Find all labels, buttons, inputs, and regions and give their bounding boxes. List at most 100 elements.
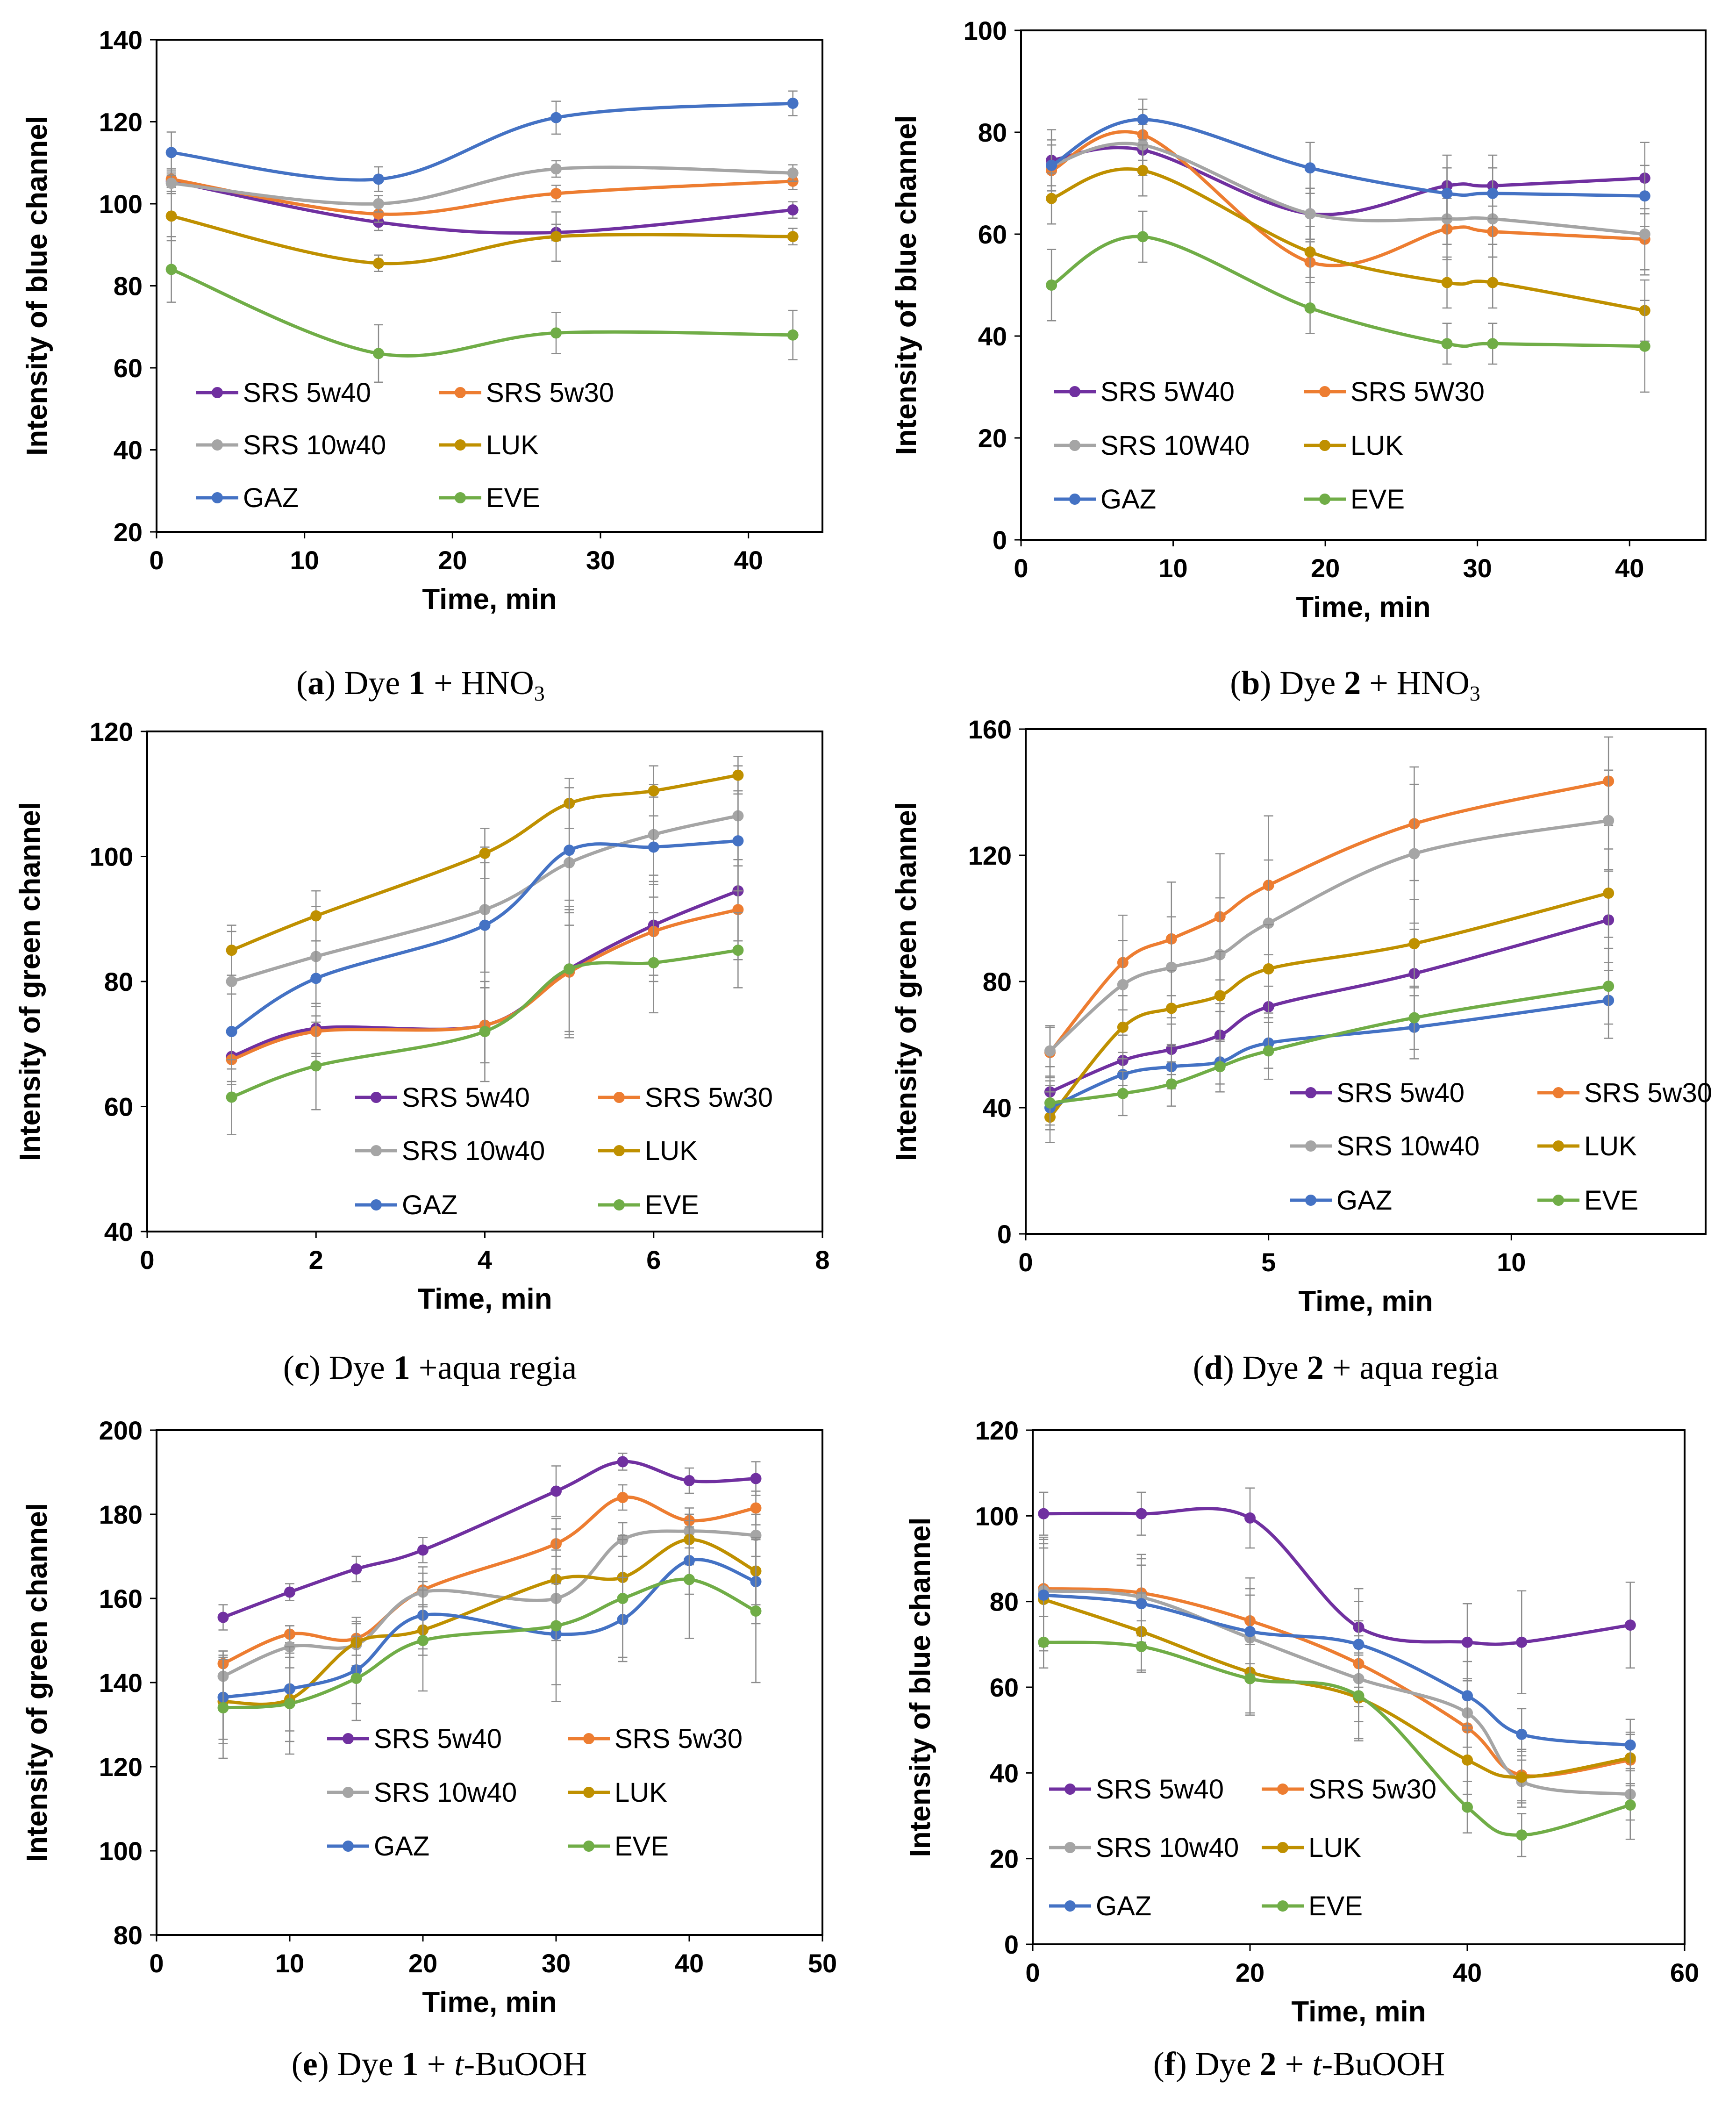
legend-marker (1069, 494, 1080, 505)
legend-marker (455, 387, 466, 398)
data-point (1408, 1012, 1420, 1024)
series-line (1050, 235, 1645, 348)
data-point (373, 208, 384, 220)
legend-entry: SRS 5w30 (568, 1724, 743, 1754)
y-tick-label: 40 (990, 1758, 1019, 1788)
data-point (1353, 1690, 1365, 1702)
x-tick-label: 2 (309, 1245, 323, 1275)
series-eve (1038, 1616, 1636, 1857)
data-point (787, 98, 799, 109)
data-point (310, 973, 322, 984)
data-point (1244, 1626, 1256, 1637)
series-srs-5w30 (1044, 736, 1615, 1079)
data-point (648, 841, 659, 853)
series-line (1051, 142, 1645, 236)
data-point (1304, 302, 1316, 314)
series-srs-5w40 (217, 1453, 762, 1631)
series-line (1049, 891, 1609, 1118)
y-tick-label: 20 (978, 423, 1007, 453)
x-tick-label: 20 (1311, 553, 1340, 583)
data-point (1462, 1636, 1473, 1648)
y-tick-label: 80 (978, 118, 1007, 147)
legend-label: GAZ (1336, 1185, 1392, 1216)
data-point (617, 1593, 629, 1604)
data-point (1639, 340, 1650, 352)
y-tick-label: 100 (99, 189, 143, 219)
data-point (1462, 1690, 1473, 1702)
legend-label: SRS 10w40 (402, 1136, 545, 1166)
x-tick-label: 6 (646, 1245, 661, 1275)
data-point (1408, 848, 1420, 860)
legend-entry: SRS 10W40 (1054, 430, 1250, 461)
data-point (373, 348, 384, 359)
data-point (550, 231, 562, 243)
y-tick-label: 80 (114, 272, 143, 301)
legend-entry: SRS 10w40 (327, 1777, 517, 1808)
series-eve (1044, 947, 1615, 1126)
data-point (1624, 1619, 1636, 1631)
x-tick-label: 30 (586, 545, 615, 575)
data-point (732, 835, 744, 847)
y-tick-label: 100 (975, 1501, 1019, 1531)
series-luk (217, 1513, 762, 1744)
legend-marker (614, 1092, 625, 1103)
data-point (1136, 1598, 1147, 1610)
data-point (684, 1574, 695, 1585)
y-tick-label: 180 (99, 1500, 143, 1529)
chart-panel-e: 80 100 120 140 160 180 200 0 10 20 30 40 50 Time, min… (21, 1416, 837, 2083)
data-point (550, 1620, 562, 1632)
y-tick-label: 60 (990, 1673, 1019, 1702)
panel-caption: (c) Dye 1 +aqua regia (283, 1349, 577, 1386)
x-tick-label: 40 (734, 545, 763, 575)
x-tick-label: 0 (149, 1948, 164, 1978)
data-point (732, 769, 744, 781)
legend-label: EVE (645, 1190, 699, 1220)
data-point (684, 1475, 695, 1486)
data-point (226, 976, 237, 987)
legend-label: SRS 10w40 (243, 430, 386, 460)
series-srs-5w30 (1038, 1536, 1636, 1802)
series-line (1043, 1589, 1631, 1796)
x-axis-title: Time, min (422, 583, 557, 616)
legend-marker (1277, 1784, 1288, 1795)
data-point (1408, 938, 1420, 949)
series-srs-5w40 (1044, 869, 1615, 1118)
legend-marker (614, 1199, 625, 1211)
y-tick-label: 20 (990, 1844, 1019, 1874)
data-point (1117, 1021, 1129, 1033)
legend-marker (1319, 494, 1330, 505)
data-point (1044, 1045, 1056, 1057)
data-point (750, 1530, 762, 1541)
data-point (1516, 1636, 1528, 1648)
legend-label: SRS 10W40 (1100, 430, 1250, 461)
y-tick-label: 60 (978, 220, 1007, 249)
y-axis-title: Intensity of blue channel (890, 115, 922, 455)
data-point (373, 198, 384, 209)
legend-label: SRS 5w30 (1308, 1774, 1436, 1805)
series-line (1043, 1507, 1631, 1646)
legend-entry: SRS 10w40 (1290, 1131, 1479, 1161)
x-tick-label: 40 (1453, 1958, 1482, 1987)
data-point (217, 1612, 229, 1623)
legend-entry: EVE (439, 483, 540, 513)
data-point (217, 1702, 229, 1713)
series-line (223, 1538, 757, 1706)
data-point (617, 1492, 629, 1503)
y-axis-title: Intensity of blue channel (21, 116, 53, 456)
legend-marker (212, 387, 223, 398)
legend-marker (343, 1841, 354, 1852)
x-tick-label: 10 (1497, 1247, 1526, 1277)
y-tick-label: 60 (114, 353, 143, 383)
legend-label: SRS 5w30 (614, 1724, 743, 1754)
data-point (550, 188, 562, 200)
legend-label: SRS 5W40 (1100, 377, 1235, 407)
data-point (310, 1060, 322, 1072)
data-point (1304, 208, 1316, 220)
series-line (171, 268, 793, 358)
y-tick-label: 120 (90, 717, 133, 746)
legend-label: SRS 10w40 (1096, 1833, 1239, 1863)
legend-label: SRS 5w30 (486, 378, 614, 408)
legend-marker (583, 1787, 594, 1798)
panel-caption: (b) Dye 2 + HNO3 (1230, 664, 1480, 705)
